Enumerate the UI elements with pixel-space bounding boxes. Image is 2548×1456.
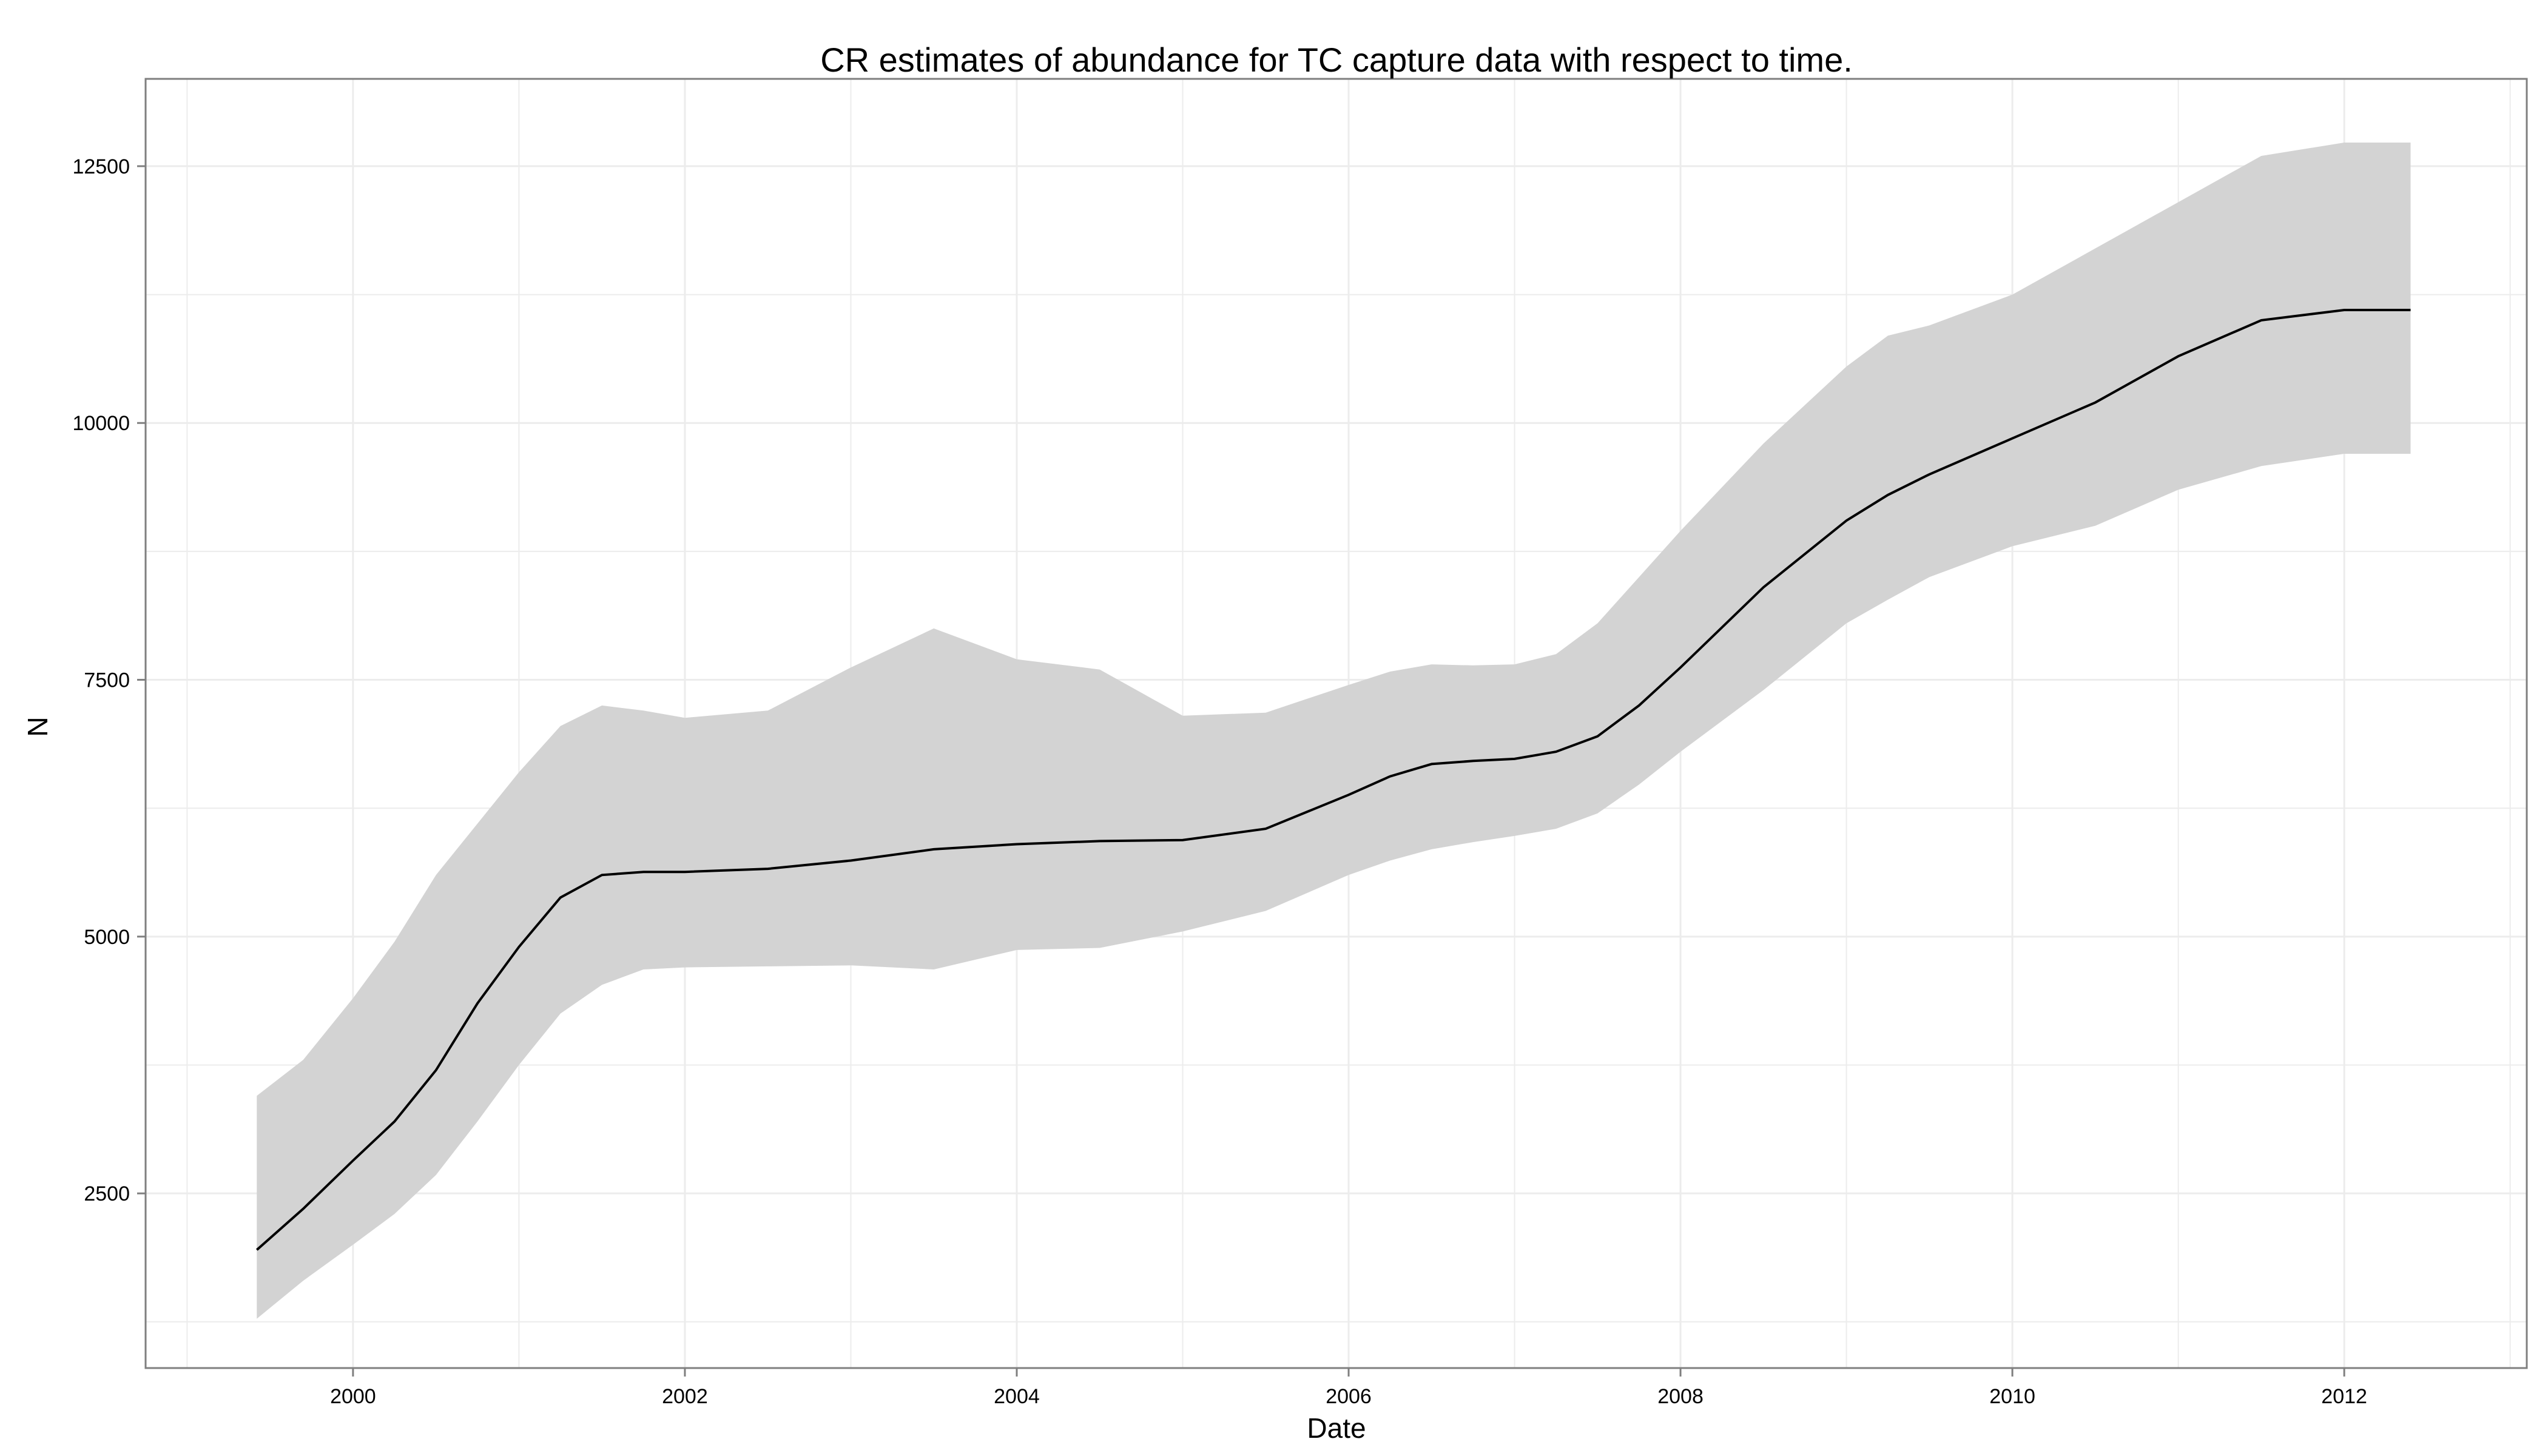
plot-panel-border: [144, 78, 2528, 1369]
x-tick-label: 2002: [662, 1385, 708, 1408]
x-tick-label: 2010: [1989, 1385, 2035, 1408]
x-tick-label: 2012: [2321, 1385, 2367, 1408]
x-tick-label: 2000: [330, 1385, 376, 1408]
x-axis: 2000 2002 2004 2006 2008 2010 2012: [330, 1368, 2367, 1408]
confidence-ribbon: [257, 143, 2411, 1319]
y-tick-label: 10000: [72, 412, 130, 435]
x-tick-label: 2008: [1657, 1385, 1704, 1408]
y-tick-label: 12500: [72, 155, 130, 178]
y-tick-label: 2500: [84, 1182, 130, 1205]
x-tick-label: 2004: [994, 1385, 1040, 1408]
x-axis-title: Date: [1307, 1412, 1366, 1444]
x-tick-label: 2006: [1326, 1385, 1372, 1408]
estimate-line: [255, 309, 2411, 1251]
y-tick-label: 7500: [84, 669, 130, 692]
y-tick-label: 5000: [84, 926, 130, 949]
y-axis-title: N: [22, 716, 53, 736]
chart-title: CR estimates of abundance for TC capture…: [820, 41, 1853, 79]
y-axis: 2500 5000 7500 10000 12500: [72, 155, 146, 1205]
